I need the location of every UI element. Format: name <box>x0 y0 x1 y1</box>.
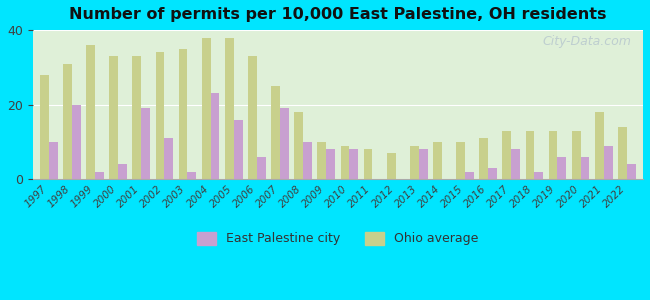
Bar <box>280 108 289 179</box>
Bar <box>141 108 150 179</box>
Bar <box>234 119 242 179</box>
Bar <box>580 157 590 179</box>
Bar <box>595 112 604 179</box>
Bar <box>155 52 164 179</box>
Bar <box>303 142 312 179</box>
Bar <box>410 146 419 179</box>
Bar <box>549 131 558 179</box>
Bar <box>465 172 474 179</box>
Bar <box>40 75 49 179</box>
Bar <box>202 38 211 179</box>
Bar <box>488 168 497 179</box>
Bar <box>179 49 187 179</box>
Bar <box>618 127 627 179</box>
Bar <box>326 149 335 179</box>
Title: Number of permits per 10,000 East Palestine, OH residents: Number of permits per 10,000 East Palest… <box>69 7 606 22</box>
Bar <box>479 138 488 179</box>
Bar <box>49 142 57 179</box>
Bar <box>604 146 612 179</box>
Bar <box>534 172 543 179</box>
Bar <box>95 172 104 179</box>
Bar <box>317 142 326 179</box>
Bar <box>627 164 636 179</box>
Bar <box>118 164 127 179</box>
Bar <box>364 149 372 179</box>
Bar <box>72 105 81 179</box>
Bar <box>512 149 520 179</box>
Bar <box>341 146 349 179</box>
Text: City-Data.com: City-Data.com <box>542 34 631 47</box>
Bar <box>456 142 465 179</box>
Bar <box>572 131 580 179</box>
Bar <box>526 131 534 179</box>
Bar <box>502 131 512 179</box>
Bar <box>387 153 396 179</box>
Bar <box>271 86 280 179</box>
Bar <box>248 56 257 179</box>
Bar <box>433 142 442 179</box>
Bar <box>164 138 173 179</box>
Bar <box>294 112 303 179</box>
Bar <box>419 149 428 179</box>
Bar <box>349 149 358 179</box>
Bar <box>211 93 220 179</box>
Bar <box>558 157 566 179</box>
Bar <box>133 56 141 179</box>
Bar <box>187 172 196 179</box>
Bar <box>257 157 266 179</box>
Bar <box>109 56 118 179</box>
Bar <box>63 64 72 179</box>
Bar <box>225 38 234 179</box>
Bar <box>86 45 95 179</box>
Legend: East Palestine city, Ohio average: East Palestine city, Ohio average <box>192 227 484 250</box>
